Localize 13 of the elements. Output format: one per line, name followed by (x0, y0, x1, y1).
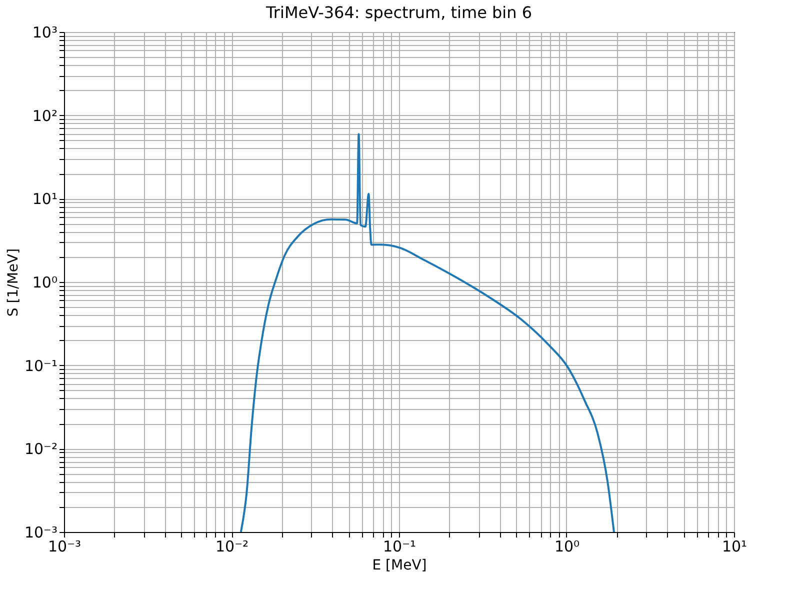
chart-title: TriMeV-364: spectrum, time bin 6 (264, 3, 532, 22)
y-tick-label: 10² (32, 106, 58, 125)
x-axis-title: E [MeV] (372, 558, 427, 574)
x-tick-label: 10⁰ (554, 538, 580, 556)
y-tick-label: 10³ (32, 24, 58, 42)
x-tick-label: 10⁻² (215, 538, 249, 556)
x-tick-label: 10¹ (722, 538, 748, 556)
y-tick-label: 10⁻² (24, 440, 58, 458)
y-axis-title: S [1/MeV] (5, 248, 22, 317)
y-tick-label: 10⁰ (32, 274, 58, 292)
y-tick-label: 10⁻¹ (24, 356, 58, 375)
x-tick-label: 10⁻¹ (382, 538, 416, 556)
y-tick-label: 10¹ (32, 190, 58, 208)
